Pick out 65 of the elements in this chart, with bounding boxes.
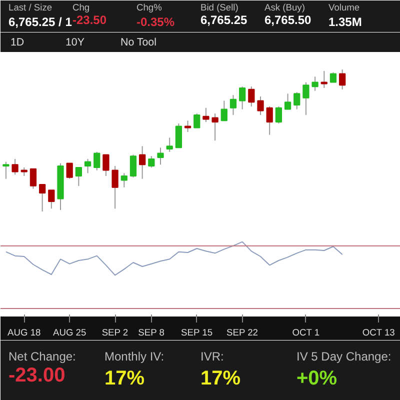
text: Last / Size	[8, 2, 52, 13]
candlestick	[248, 86, 255, 107]
text: Ask (Buy)	[264, 2, 305, 13]
candlestick	[120, 172, 128, 188]
candlestick	[130, 154, 137, 178]
candlestick	[339, 69, 346, 90]
candlestick	[94, 151, 100, 171]
x-tick-label: SEP 8	[138, 328, 164, 338]
text: No Tool	[120, 36, 156, 48]
candlestick	[102, 154, 110, 176]
x-tick-label: AUG 18	[8, 328, 41, 338]
x-tick-label: OCT 1	[292, 328, 320, 338]
candlestick	[284, 93, 292, 110]
candlestick	[148, 156, 155, 168]
candlestick	[48, 190, 55, 210]
text: -23.00	[8, 364, 66, 386]
candlestick	[30, 168, 37, 190]
candlestick	[230, 94, 237, 116]
candlestick	[112, 166, 118, 210]
candlestick	[75, 166, 82, 186]
candlestick	[212, 113, 218, 141]
candlestick	[294, 92, 300, 110]
text: 10Y	[66, 36, 84, 48]
candlestick	[66, 162, 73, 180]
text: 1D	[10, 36, 24, 48]
text: 6,765.25 / 1	[8, 14, 72, 29]
text: Bid (Sell)	[200, 2, 238, 13]
candlestick	[157, 147, 164, 166]
text: Net Change:	[8, 349, 76, 364]
text: 6,765.50	[264, 12, 312, 27]
text: Chg	[72, 2, 90, 13]
candlestick	[12, 158, 18, 176]
x-tick-label: OCT 13	[362, 328, 395, 338]
x-tick-label: SEP 22	[226, 328, 258, 338]
candlestick	[239, 86, 246, 110]
candlestick	[330, 72, 337, 83]
candlestick	[275, 106, 282, 124]
text: Chg%	[136, 2, 162, 13]
candlestick	[175, 122, 182, 148]
x-tick-label: AUG 25	[53, 328, 86, 338]
candlestick	[2, 161, 10, 180]
candlestick	[312, 76, 318, 92]
candlestick	[39, 184, 46, 212]
text: IVR:	[200, 349, 224, 364]
candlestick	[84, 158, 92, 174]
text: -23.50	[72, 12, 107, 27]
candlestick	[266, 106, 273, 136]
text: Volume	[328, 2, 360, 13]
candlestick	[202, 107, 210, 123]
x-tick-label: SEP 2	[102, 328, 128, 338]
candlestick	[166, 137, 173, 152]
text: 17%	[104, 368, 145, 390]
candlestick	[302, 82, 310, 116]
text: IV 5 Day Change:	[296, 349, 392, 364]
candlestick	[257, 96, 264, 116]
text: -0.35%	[136, 14, 175, 29]
x-tick-label: SEP 15	[181, 328, 213, 338]
text: 6,765.25	[200, 12, 248, 27]
text: 17%	[200, 368, 241, 390]
text: +0%	[296, 368, 338, 390]
candlestick	[194, 113, 200, 128]
candlestick	[139, 146, 146, 180]
text: Monthly IV:	[104, 349, 164, 364]
candlestick	[220, 100, 228, 122]
text: 1.35M	[328, 14, 362, 29]
